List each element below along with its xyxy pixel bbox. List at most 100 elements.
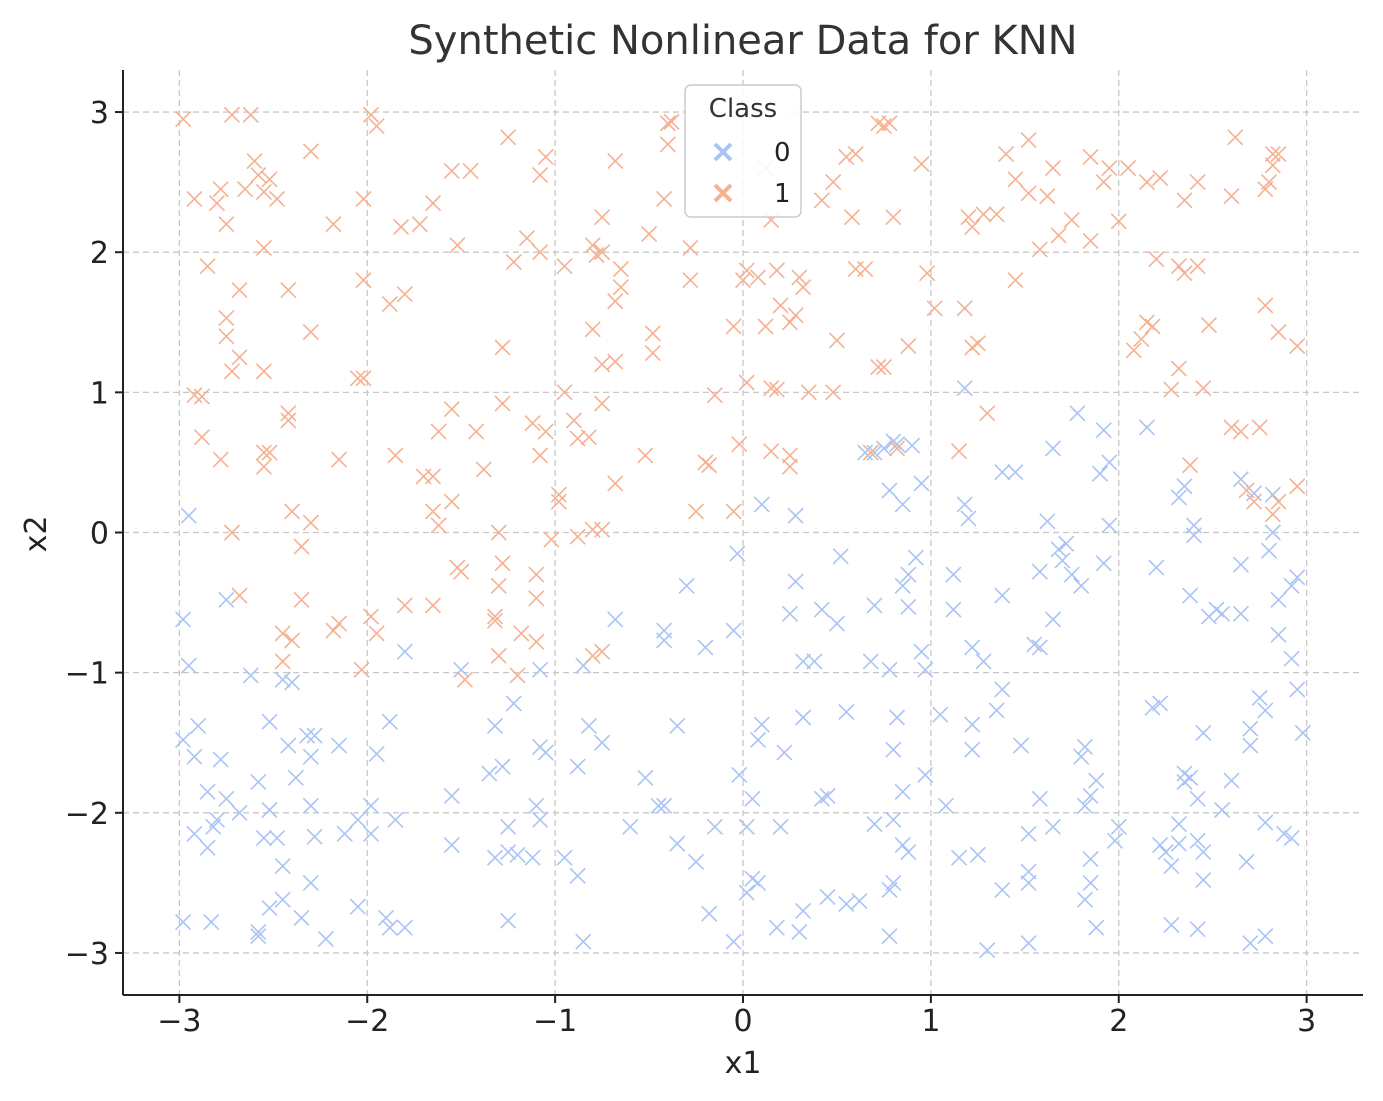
point [768, 262, 785, 279]
point [255, 444, 272, 461]
point [1242, 935, 1259, 952]
point [212, 751, 229, 768]
point [1063, 566, 1080, 583]
point [725, 933, 742, 950]
point [659, 136, 676, 153]
point [650, 797, 667, 814]
point [800, 384, 817, 401]
point [1120, 160, 1137, 177]
point [231, 281, 248, 299]
point [268, 190, 286, 208]
point [280, 281, 297, 299]
point [1257, 814, 1274, 831]
point [193, 388, 210, 405]
point [280, 412, 297, 429]
point [894, 783, 911, 800]
point [306, 727, 323, 744]
point [1195, 843, 1212, 861]
point [819, 888, 836, 905]
point [1176, 478, 1193, 495]
point [950, 443, 968, 460]
point [1195, 872, 1212, 889]
point [1082, 874, 1099, 891]
point [528, 590, 545, 607]
point [231, 804, 248, 821]
point [223, 524, 241, 541]
point [1039, 513, 1056, 530]
point [1170, 835, 1187, 852]
point [261, 801, 278, 819]
point [556, 384, 573, 401]
point [757, 318, 774, 335]
point [381, 713, 398, 730]
y-tick-label: 0 [90, 517, 109, 552]
y-tick-label: 1 [90, 376, 109, 411]
point [787, 507, 804, 524]
point [637, 447, 654, 464]
point [242, 106, 259, 123]
point [1242, 720, 1259, 737]
point [900, 843, 917, 861]
point [396, 597, 413, 614]
point [580, 717, 598, 734]
point [392, 218, 410, 236]
point [1106, 832, 1124, 849]
point [917, 766, 934, 784]
point [218, 591, 235, 608]
point [368, 117, 385, 135]
point [1148, 559, 1165, 576]
point [218, 216, 235, 233]
point [1148, 251, 1165, 268]
point [1200, 317, 1218, 334]
point [1182, 769, 1199, 786]
point [1076, 891, 1094, 908]
point [838, 895, 855, 912]
point [1138, 419, 1156, 436]
point [1163, 857, 1180, 875]
point [904, 437, 921, 454]
point [594, 356, 611, 373]
point [881, 115, 898, 132]
point [255, 363, 272, 380]
point [1238, 853, 1255, 870]
point [509, 667, 526, 684]
point [274, 891, 291, 908]
point [255, 458, 272, 475]
x-axis-label: x1 [725, 1046, 762, 1081]
point [919, 265, 936, 282]
point [1125, 342, 1142, 359]
point [1283, 577, 1300, 594]
point [819, 787, 836, 805]
point [261, 171, 278, 188]
point [866, 597, 883, 614]
point [997, 146, 1015, 163]
point [1223, 772, 1240, 789]
point [486, 612, 504, 629]
point [791, 923, 808, 940]
point [875, 359, 892, 376]
point [1101, 517, 1118, 534]
x-tick-label: −2 [345, 1004, 389, 1039]
point [550, 493, 567, 510]
point [857, 260, 874, 278]
point [250, 928, 267, 945]
point [532, 244, 549, 261]
point [772, 297, 789, 314]
point [186, 748, 203, 765]
point [443, 162, 460, 179]
point [500, 818, 517, 835]
point [494, 555, 511, 572]
point [1264, 146, 1281, 163]
point [1020, 863, 1037, 880]
point [1076, 738, 1094, 755]
point [330, 615, 348, 632]
point [781, 314, 799, 331]
point [532, 661, 549, 678]
point [302, 143, 319, 160]
point [787, 573, 804, 590]
point [223, 106, 241, 123]
point [180, 507, 197, 524]
point [449, 237, 466, 254]
point [1260, 542, 1278, 559]
point [212, 451, 229, 468]
